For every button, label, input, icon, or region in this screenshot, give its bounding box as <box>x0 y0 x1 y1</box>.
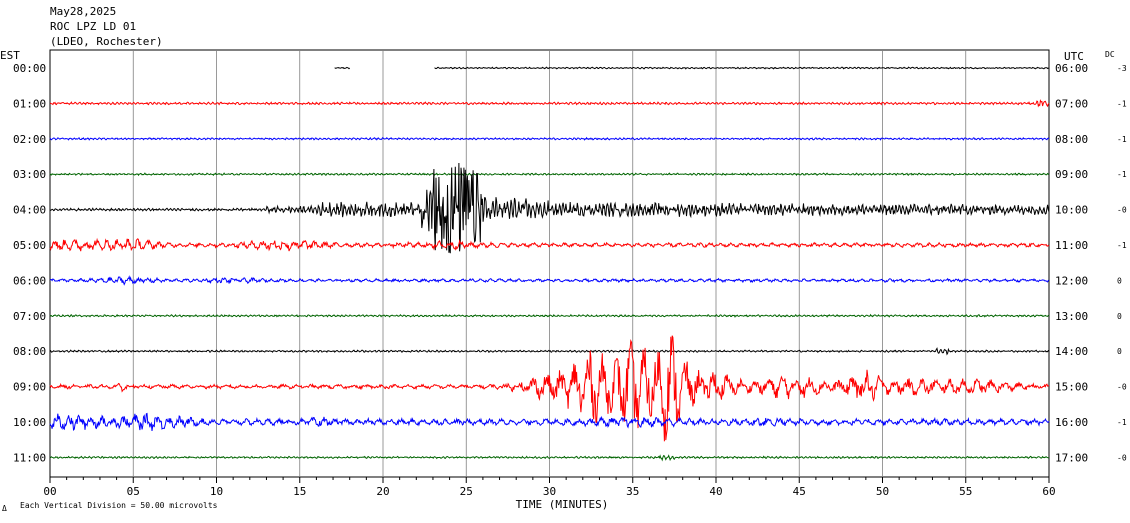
est-hour-label: 11:00 <box>13 451 46 464</box>
x-tick-label: 20 <box>376 485 389 498</box>
x-tick-label: 60 <box>1042 485 1055 498</box>
corner-mark: Δ <box>2 504 7 513</box>
est-hour-label: 04:00 <box>13 204 46 217</box>
trace-line-0400 <box>49 162 1050 254</box>
x-tick-label: 35 <box>626 485 639 498</box>
utc-hour-label: 15:00 <box>1055 381 1088 394</box>
x-tick-label: 45 <box>793 485 806 498</box>
dc-offset-label: -3 <box>1117 64 1127 73</box>
trace-line-0300 <box>49 172 1049 177</box>
row-labels: 00:00 06:00 -3 01:00 07:00 -1 02:00 08:00 -1 03:0… <box>13 62 1127 464</box>
est-hour-label: 09:00 <box>13 381 46 394</box>
trace-line-0100 <box>49 99 1050 108</box>
x-tick-label: 40 <box>709 485 722 498</box>
x-axis-title: TIME (MINUTES) <box>516 498 609 511</box>
est-hour-label: 07:00 <box>13 310 46 323</box>
utc-hour-label: 10:00 <box>1055 204 1088 217</box>
network-label: (LDEO, Rochester) <box>50 35 163 48</box>
utc-hour-label: 17:00 <box>1055 451 1088 464</box>
utc-hour-label: 16:00 <box>1055 416 1088 429</box>
est-hour-label: 08:00 <box>13 345 46 358</box>
est-hour-label: 06:00 <box>13 274 46 287</box>
x-tick-label: 25 <box>460 485 473 498</box>
dc-offset-label: 0 <box>1117 276 1122 285</box>
dc-offset-label: -0 <box>1117 453 1127 462</box>
x-tick-labels: 00 05 10 15 20 25 30 35 40 45 50 55 60 <box>43 485 1055 498</box>
est-hour-label: 10:00 <box>13 416 46 429</box>
x-tick-label: 05 <box>127 485 140 498</box>
seismic-traces <box>49 66 1050 462</box>
dc-offset-label: -1 <box>1117 170 1127 179</box>
est-hour-label: 00:00 <box>13 62 46 75</box>
utc-hour-label: 12:00 <box>1055 274 1088 287</box>
utc-hour-label: 14:00 <box>1055 345 1088 358</box>
dc-offset-label: -1 <box>1117 241 1127 250</box>
trace-line-0800 <box>49 347 1050 356</box>
trace-line-0000 <box>334 66 1050 70</box>
utc-hour-label: 07:00 <box>1055 97 1088 110</box>
scale-note: Each Vertical Division = 50.00 microvolt… <box>20 501 218 510</box>
utc-hour-label: 08:00 <box>1055 133 1088 146</box>
utc-hour-label: 11:00 <box>1055 239 1088 252</box>
est-hour-label: 01:00 <box>13 97 46 110</box>
trace-line-0700 <box>49 313 1050 318</box>
x-tick-label: 50 <box>876 485 889 498</box>
x-tick-label: 15 <box>293 485 306 498</box>
est-hour-label: 03:00 <box>13 168 46 181</box>
trace-line-0200 <box>49 136 1050 141</box>
dc-offset-label: -0 <box>1117 383 1127 392</box>
x-tick-label: 10 <box>210 485 223 498</box>
dc-offset-label: 0 <box>1117 347 1122 356</box>
dc-offset-label: -0 <box>1117 206 1127 215</box>
dc-offset-label: 0 <box>1117 312 1122 321</box>
x-tick-label: 00 <box>43 485 56 498</box>
utc-hour-label: 13:00 <box>1055 310 1088 323</box>
utc-hour-label: 09:00 <box>1055 168 1088 181</box>
x-tick-label: 55 <box>959 485 972 498</box>
dc-offset-label: -1 <box>1117 99 1127 108</box>
station-label: ROC LPZ LD 01 <box>50 20 136 33</box>
grid-lines <box>49 49 1050 483</box>
est-label: EST <box>0 49 20 62</box>
trace-line-0500 <box>49 237 1050 252</box>
utc-label: UTC <box>1064 50 1084 63</box>
dc-label: DC <box>1105 50 1115 59</box>
utc-hour-label: 06:00 <box>1055 62 1088 75</box>
est-hour-label: 05:00 <box>13 239 46 252</box>
dc-offset-label: -1 <box>1117 418 1127 427</box>
trace-line-0900 <box>49 335 1050 442</box>
x-tick-label: 30 <box>543 485 556 498</box>
trace-line-1100 <box>49 454 1050 462</box>
dc-offset-label: -1 <box>1117 135 1127 144</box>
trace-line-0600 <box>49 275 1049 286</box>
date-label: May28,2025 <box>50 5 116 18</box>
est-hour-label: 02:00 <box>13 133 46 146</box>
trace-line-1000 <box>49 412 1050 432</box>
